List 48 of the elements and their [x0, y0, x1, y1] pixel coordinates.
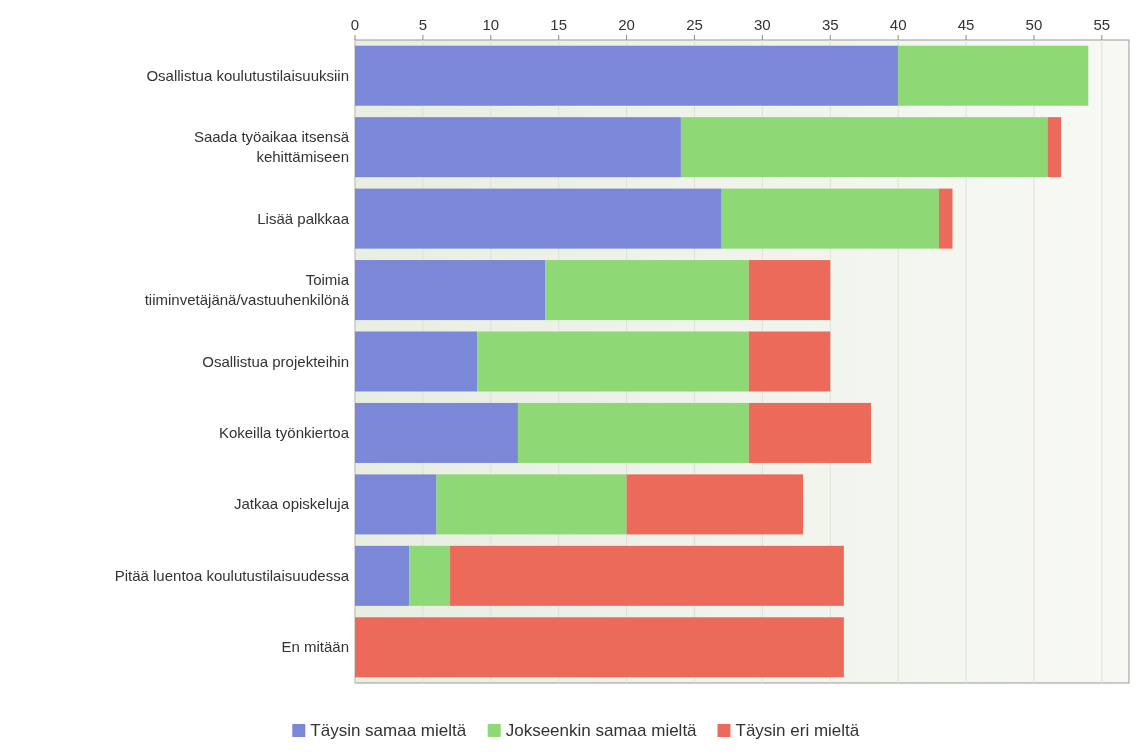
bar [1047, 117, 1062, 178]
bar [355, 402, 518, 463]
bar [748, 260, 831, 321]
bar [355, 617, 844, 678]
x-tick-label: 5 [418, 16, 428, 33]
legend-label: Jokseenkin samaa mieltä [505, 721, 698, 740]
bar [898, 45, 1089, 106]
x-tick-label: 40 [889, 16, 907, 33]
bar [355, 117, 681, 178]
bar [748, 331, 831, 392]
bar [409, 545, 451, 606]
x-tick-label: 20 [618, 16, 635, 33]
x-tick-label: 10 [482, 16, 500, 33]
bar [748, 402, 871, 463]
y-tick-label: Lisää palkkaa [257, 209, 350, 227]
legend-label: Täysin samaa mieltä [310, 721, 467, 740]
x-tick-label: 45 [957, 16, 975, 33]
bar [477, 331, 749, 392]
bar [355, 545, 410, 606]
bar [517, 402, 749, 463]
x-tick-label: 0 [350, 16, 360, 33]
y-tick-label: Osallistua koulutustilaisuuksiin [146, 66, 349, 84]
x-tick-label: 30 [754, 16, 771, 33]
y-tick-label: En mitään [281, 638, 349, 656]
bar [545, 260, 749, 321]
y-tick-label: Toimia tiiminvetäjänä/vastuuhenkilönä [144, 271, 350, 309]
x-tick-label: 55 [1093, 16, 1111, 33]
bar [450, 545, 844, 606]
bar [355, 260, 546, 321]
y-tick-label: Jatkaa opiskeluja [233, 495, 350, 513]
y-tick-label: Saada työaikaa itsensä kehittämiseen [193, 128, 350, 166]
bar [355, 331, 478, 392]
x-tick-label: 15 [550, 16, 568, 33]
y-tick-label: Kokeilla työnkiertoa [218, 423, 350, 441]
y-tick-label: Pitää luentoa koulutustilaisuudessa [114, 566, 350, 584]
bar [436, 474, 627, 535]
x-tick-label: 35 [821, 16, 839, 33]
bar [680, 117, 1048, 178]
bar [355, 474, 437, 535]
x-tick-label: 50 [1025, 16, 1043, 33]
x-tick-label: 25 [686, 16, 703, 33]
legend-label: Täysin eri mieltä [735, 721, 860, 740]
bar [355, 188, 722, 249]
bar [626, 474, 804, 535]
bar [355, 45, 899, 106]
bar [721, 188, 939, 249]
y-tick-label: Osallistua projekteihin [202, 352, 349, 370]
bar [938, 188, 953, 249]
